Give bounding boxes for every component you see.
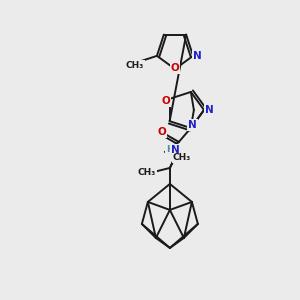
Text: O: O	[171, 63, 179, 73]
Text: CH₃: CH₃	[126, 61, 144, 70]
Text: CH₃: CH₃	[138, 168, 156, 177]
Text: CH₃: CH₃	[173, 153, 191, 162]
Text: N: N	[193, 51, 201, 61]
Text: N: N	[205, 105, 213, 115]
Text: O: O	[161, 96, 170, 106]
Text: N: N	[172, 145, 180, 155]
Text: N: N	[188, 120, 197, 130]
Text: H: H	[166, 146, 174, 154]
Text: O: O	[158, 127, 166, 137]
